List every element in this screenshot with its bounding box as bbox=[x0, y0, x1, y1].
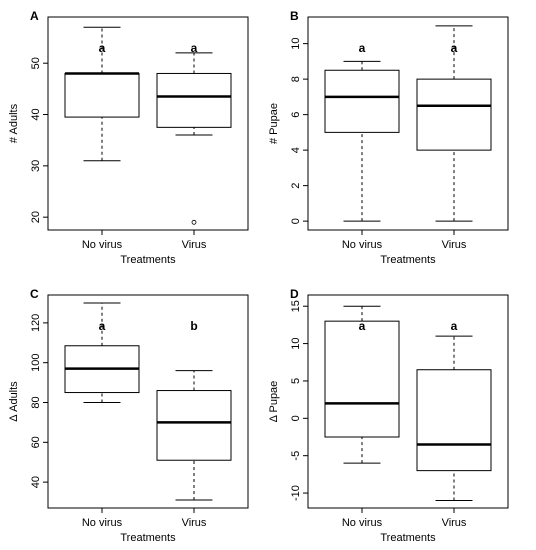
y-tick-label: 30 bbox=[30, 160, 42, 172]
y-tick-label: 5 bbox=[290, 378, 302, 384]
plot-frame bbox=[307, 294, 509, 509]
significance-letter: a bbox=[359, 319, 366, 333]
y-tick-label: 50 bbox=[30, 57, 42, 69]
outlier-point bbox=[191, 219, 197, 225]
y-axis-title: Δ Adults bbox=[8, 381, 20, 422]
significance-letter: a bbox=[191, 41, 198, 55]
interquartile-box bbox=[324, 320, 400, 438]
plot-frame bbox=[307, 16, 509, 231]
box-2: a bbox=[156, 41, 232, 225]
interquartile-box bbox=[156, 72, 232, 128]
x-tick-label: Virus bbox=[442, 517, 467, 529]
x-tick-label: No virus bbox=[342, 239, 383, 251]
y-axis-title: Δ Pupae bbox=[268, 381, 280, 423]
significance-letter: a bbox=[359, 41, 366, 55]
chart-panel-a: A 20 30 40 50 # Adults No virus Virus Treatments… bbox=[8, 9, 249, 266]
panel-label: C bbox=[30, 287, 39, 301]
interquartile-box bbox=[324, 69, 400, 133]
x-axis-title: Treatments bbox=[380, 532, 436, 544]
y-tick-label: 40 bbox=[30, 108, 42, 120]
y-tick-label: 2 bbox=[290, 183, 302, 189]
y-tick-label: 80 bbox=[30, 396, 42, 408]
y-axis-title: # Pupae bbox=[268, 103, 280, 144]
significance-letter: a bbox=[451, 41, 458, 55]
significance-letter: a bbox=[99, 41, 106, 55]
x-axis-title: Treatments bbox=[120, 532, 176, 544]
y-tick-label: 8 bbox=[290, 76, 302, 82]
panel-label: B bbox=[290, 9, 299, 23]
y-tick-label: 120 bbox=[30, 314, 42, 332]
y-tick-label: 100 bbox=[30, 354, 42, 372]
significance-letter: b bbox=[190, 319, 197, 333]
box-2: a bbox=[416, 25, 492, 222]
x-tick-label: No virus bbox=[82, 239, 123, 251]
x-tick-label: No virus bbox=[82, 517, 123, 529]
panel-label: A bbox=[30, 9, 39, 23]
chart-panel-d: D -10 -5 0 5 10 15 Δ Pupae No virus Virus Treatmen… bbox=[268, 287, 509, 544]
y-tick-label: 20 bbox=[30, 211, 42, 223]
y-tick-label: 0 bbox=[290, 415, 302, 421]
plot-frame bbox=[47, 294, 249, 509]
chart-panel-b: B 0 2 4 6 8 10 # Pupae No virus Virus Treatments a a bbox=[268, 9, 509, 266]
y-tick-label: -5 bbox=[290, 451, 302, 461]
significance-letter: a bbox=[451, 319, 458, 333]
plot-frame bbox=[47, 16, 249, 231]
y-tick-label: 6 bbox=[290, 112, 302, 118]
significance-letter: a bbox=[99, 319, 106, 333]
x-axis-title: Treatments bbox=[120, 254, 176, 266]
interquartile-box bbox=[416, 78, 492, 151]
box-1: a bbox=[64, 302, 140, 403]
interquartile-box bbox=[156, 390, 232, 461]
x-axis-title: Treatments bbox=[380, 254, 436, 266]
y-tick-label: -10 bbox=[290, 485, 302, 501]
x-tick-label: Virus bbox=[182, 239, 207, 251]
panel-label: D bbox=[290, 287, 299, 301]
y-tick-label: 60 bbox=[30, 436, 42, 448]
y-tick-label: 15 bbox=[290, 300, 302, 312]
interquartile-box bbox=[64, 72, 140, 118]
y-tick-label: 10 bbox=[290, 38, 302, 50]
interquartile-box bbox=[416, 369, 492, 472]
y-axis-title: # Adults bbox=[8, 103, 20, 143]
y-tick-label: 40 bbox=[30, 476, 42, 488]
box-1: a bbox=[324, 305, 400, 464]
box-2: a bbox=[416, 319, 492, 502]
chart-panel-c: C 40 60 80 100 120 Δ Adults No virus Virus Treatm… bbox=[8, 287, 249, 544]
box-1: a bbox=[64, 26, 140, 162]
box-1: a bbox=[324, 41, 400, 222]
box-2: b bbox=[156, 319, 232, 501]
y-tick-label: 4 bbox=[290, 147, 302, 153]
y-tick-label: 0 bbox=[290, 218, 302, 224]
x-tick-label: No virus bbox=[342, 517, 383, 529]
x-tick-label: Virus bbox=[182, 517, 207, 529]
y-tick-label: 10 bbox=[290, 337, 302, 349]
x-tick-label: Virus bbox=[442, 239, 467, 251]
